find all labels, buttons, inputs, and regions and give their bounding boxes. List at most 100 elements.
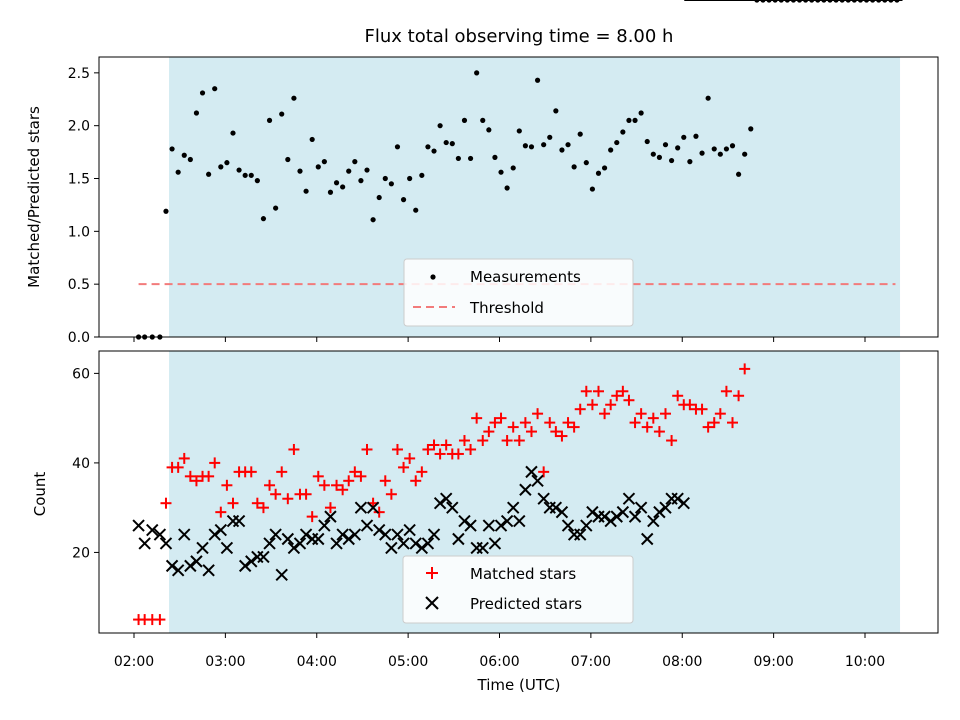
predicted-star-point bbox=[415, 541, 429, 555]
predicted-star-point bbox=[439, 492, 453, 505]
x-tick-label: 03:00 bbox=[205, 654, 245, 670]
predicted-star-point bbox=[500, 514, 514, 528]
measurement-point bbox=[413, 207, 419, 213]
measurement-point bbox=[687, 159, 693, 165]
predicted-star-point bbox=[366, 501, 380, 514]
matched-star-point bbox=[592, 385, 604, 397]
predicted-star-point bbox=[202, 564, 215, 577]
predicted-star-point bbox=[659, 501, 672, 514]
matched-star-point bbox=[580, 385, 592, 397]
x-tick-label: 02:00 bbox=[114, 654, 154, 670]
top-panel-legend: Measurements Threshold bbox=[403, 258, 634, 327]
legend-threshold-label: Threshold bbox=[469, 299, 544, 317]
predicted-star-point bbox=[330, 537, 343, 550]
predicted-star-point bbox=[379, 528, 392, 541]
measurement-point bbox=[254, 178, 260, 184]
matched-star-point bbox=[398, 461, 410, 473]
measurement-point bbox=[285, 156, 291, 163]
matched-star-point bbox=[672, 390, 684, 402]
top-panel: 0.0 0.5 1.0 1.5 2.0 2.5 Matched/Predicted sta… bbox=[25, 0, 939, 346]
predicted-star-point bbox=[555, 505, 569, 519]
predicted-star-point bbox=[421, 537, 435, 550]
legend-measurements-marker bbox=[430, 274, 436, 280]
matched-stars-series bbox=[133, 0, 903, 626]
matched-star-point bbox=[452, 448, 464, 460]
x-tick-label: 10:00 bbox=[845, 654, 885, 670]
measurement-point bbox=[528, 144, 535, 150]
matched-star-point bbox=[288, 443, 300, 455]
matched-star-point bbox=[391, 443, 403, 455]
matched-star-point bbox=[727, 417, 739, 429]
measurement-point bbox=[199, 90, 206, 96]
matched-star-point bbox=[489, 417, 501, 429]
matched-star-point bbox=[264, 479, 276, 491]
predicted-star-point bbox=[238, 559, 252, 573]
measurement-point bbox=[650, 151, 656, 157]
x-tick-label: 08:00 bbox=[662, 654, 702, 670]
measurement-point bbox=[504, 185, 510, 191]
legend-predicted-marker bbox=[425, 596, 439, 610]
measurement-point bbox=[236, 167, 242, 173]
predicted-star-point bbox=[165, 559, 179, 573]
measurement-point bbox=[449, 141, 455, 147]
measurement-point bbox=[620, 129, 626, 135]
measurement-point bbox=[498, 169, 504, 175]
matched-star-point bbox=[684, 399, 696, 411]
matched-star-point bbox=[574, 403, 586, 415]
matched-star-point bbox=[544, 417, 556, 429]
matched-star-point bbox=[379, 475, 391, 487]
matched-star-point bbox=[215, 506, 227, 518]
bottom-panel-legend: Matched stars Predicted stars bbox=[402, 555, 634, 624]
measurement-point bbox=[175, 169, 181, 175]
measurement-point bbox=[266, 117, 273, 123]
measurement-point bbox=[601, 165, 608, 171]
measurement-point bbox=[212, 86, 218, 92]
measurement-point bbox=[742, 151, 748, 157]
top-legend-box bbox=[403, 258, 634, 327]
matched-star-point bbox=[501, 435, 513, 447]
matched-star-point bbox=[465, 443, 477, 455]
predicted-star-point bbox=[622, 492, 636, 505]
measurement-point bbox=[656, 154, 663, 160]
measurement-point bbox=[248, 172, 254, 178]
matched-star-point bbox=[586, 399, 598, 411]
predicted-star-point bbox=[464, 519, 477, 532]
predicted-star-point bbox=[385, 541, 398, 555]
y-tick-label: 1.0 bbox=[68, 224, 90, 240]
predicted-star-point bbox=[138, 537, 151, 550]
matched-star-point bbox=[251, 497, 263, 509]
predicted-star-point bbox=[519, 483, 532, 496]
predicted-star-point bbox=[312, 532, 325, 546]
matched-star-point bbox=[739, 363, 751, 375]
matched-star-point bbox=[337, 484, 349, 496]
x-axis-label: Time (UTC) bbox=[477, 676, 561, 694]
predicted-star-point bbox=[628, 510, 642, 523]
predicted-star-point bbox=[360, 519, 374, 532]
measurement-point bbox=[510, 165, 516, 171]
predicted-star-point bbox=[214, 523, 228, 537]
matched-star-point bbox=[611, 390, 623, 402]
matched-star-point bbox=[422, 443, 434, 455]
predicted-star-point bbox=[574, 528, 587, 541]
predicted-star-point bbox=[342, 532, 355, 546]
matched-star-point bbox=[282, 493, 294, 505]
matched-star-point bbox=[507, 421, 519, 433]
measurement-point bbox=[327, 189, 334, 195]
measurement-point bbox=[522, 143, 528, 149]
y-tick-label: 1.5 bbox=[68, 172, 90, 188]
predicted-star-point bbox=[427, 528, 441, 541]
matched-star-point bbox=[331, 479, 343, 491]
measurement-point bbox=[711, 146, 717, 152]
predicted-star-point bbox=[641, 532, 654, 546]
matched-star-point bbox=[562, 417, 574, 429]
predicted-star-point bbox=[153, 528, 167, 541]
predicted-star-point bbox=[159, 537, 173, 550]
x-tick-label: 07:00 bbox=[571, 654, 611, 670]
measurement-point bbox=[729, 143, 736, 149]
matched-star-point bbox=[532, 408, 544, 420]
matched-star-point bbox=[178, 452, 190, 464]
measurements-series bbox=[135, 0, 900, 340]
predicted-star-point bbox=[324, 510, 337, 523]
measurement-point bbox=[206, 171, 212, 177]
measurement-point bbox=[394, 144, 401, 150]
